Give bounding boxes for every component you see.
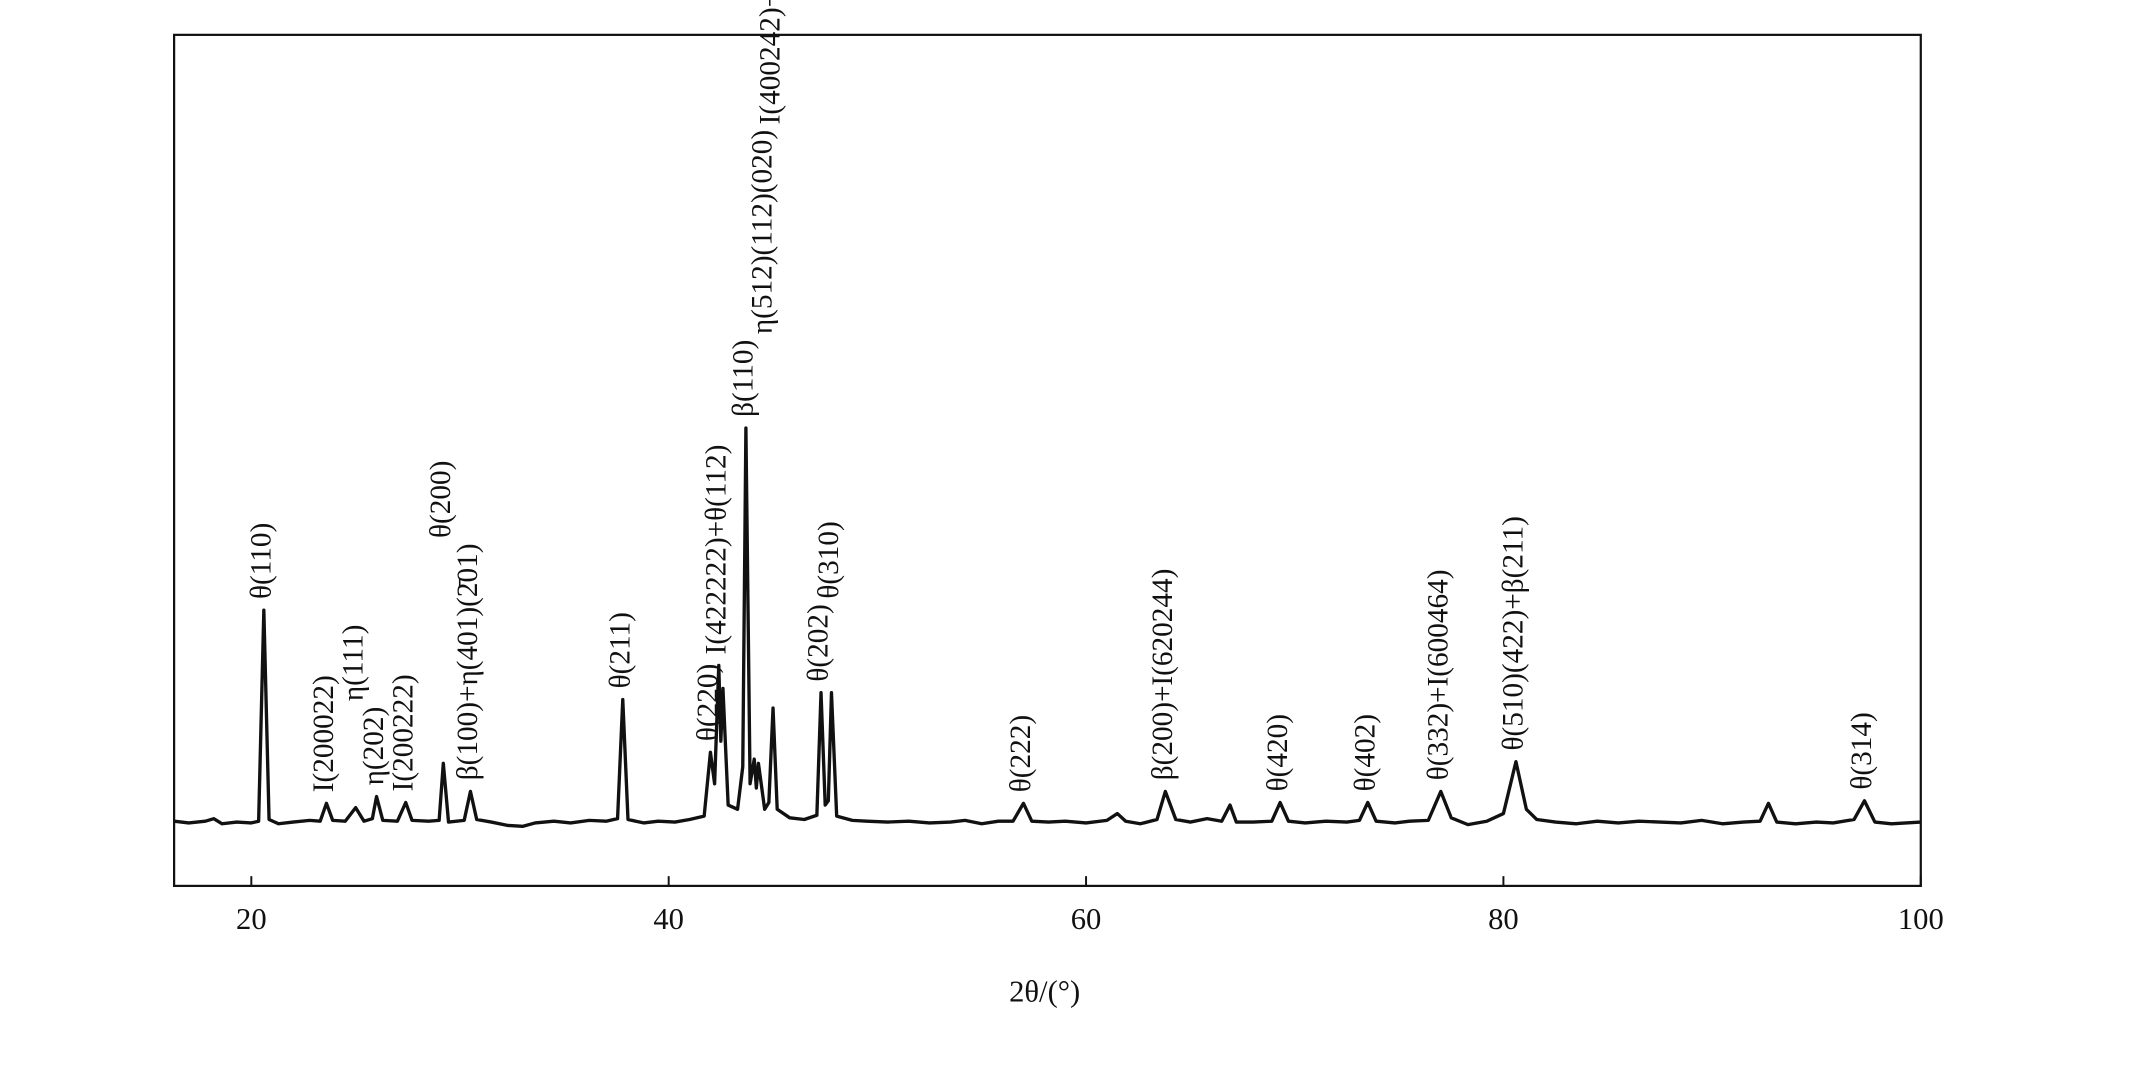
peak-annotation: β(100)+η(401)(2̄01) (452, 544, 484, 781)
peak-annotation: β(200)+I(620244) (1147, 569, 1179, 781)
peak-annotation: η(202) (358, 707, 390, 786)
peak-annotation: θ(314) (1846, 712, 1878, 789)
peak-annotation: θ(402) (1349, 714, 1381, 791)
peak-annotation: θ(310) (813, 521, 845, 598)
x-tick-label: 20 (236, 902, 267, 936)
peak-annotation: I(200222) (387, 674, 419, 791)
peak-annotation: θ(222) (1005, 715, 1037, 792)
x-tick-label: 40 (653, 902, 684, 936)
peak-annotation: β(110) (728, 340, 760, 417)
peak-annotation: η(111) (337, 625, 369, 701)
peak-annotation: I(422222)+θ(112) (700, 445, 732, 655)
peak-annotation: θ(200) (425, 461, 457, 538)
peak-annotation: θ(332)+I(600464) (1423, 569, 1455, 780)
peak-annotation: I(200022) (308, 675, 340, 792)
line-series (173, 426, 1921, 828)
peak-annotation: θ(510)(422)+β(211) (1498, 516, 1530, 750)
peak-annotation: θ(220) (692, 664, 724, 741)
plot-frame (172, 33, 1922, 888)
peak-annotation: θ(211) (604, 612, 636, 688)
peak-annotation: θ(110) (246, 523, 278, 599)
x-tick-label: 60 (1071, 902, 1102, 936)
x-axis-label: 2θ/(°) (1009, 975, 1080, 1009)
x-tick-label: 80 (1488, 902, 1519, 936)
peak-annotation: θ(202) (803, 604, 835, 681)
x-tick-label: 100 (1898, 902, 1944, 936)
peak-annotation: η(512)(112)(020) (746, 130, 778, 334)
peak-annotation: I(400242)+η(602)(2̄02) (755, 0, 787, 124)
peak-annotation: θ(420) (1262, 714, 1294, 791)
